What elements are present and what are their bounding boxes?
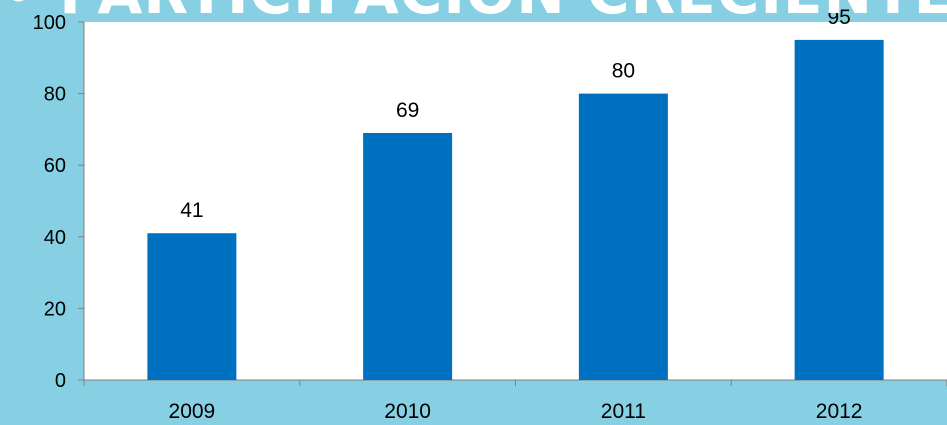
y-tick-label: 80 bbox=[44, 84, 66, 106]
data-label: 69 bbox=[396, 99, 419, 122]
y-tick-label: 0 bbox=[55, 370, 66, 392]
bar bbox=[147, 233, 237, 380]
y-tick-label: 60 bbox=[44, 155, 66, 177]
bar bbox=[578, 93, 668, 380]
x-tick-label: 2011 bbox=[601, 400, 646, 423]
bar bbox=[794, 39, 884, 381]
x-tick-label: 2009 bbox=[169, 400, 216, 423]
data-label: 80 bbox=[612, 60, 635, 83]
data-label: 41 bbox=[180, 199, 203, 222]
y-tick-label: 40 bbox=[44, 227, 66, 249]
slide-title: • PARTICIPACIÓN CRECIENTE bbox=[0, 0, 947, 22]
bar bbox=[363, 132, 453, 380]
y-tick-label: 100 bbox=[33, 12, 66, 34]
x-tick-label: 2010 bbox=[384, 400, 431, 423]
y-tick-label: 20 bbox=[44, 298, 66, 320]
x-tick-label: 2012 bbox=[816, 400, 863, 423]
data-label: 95 bbox=[827, 6, 850, 29]
